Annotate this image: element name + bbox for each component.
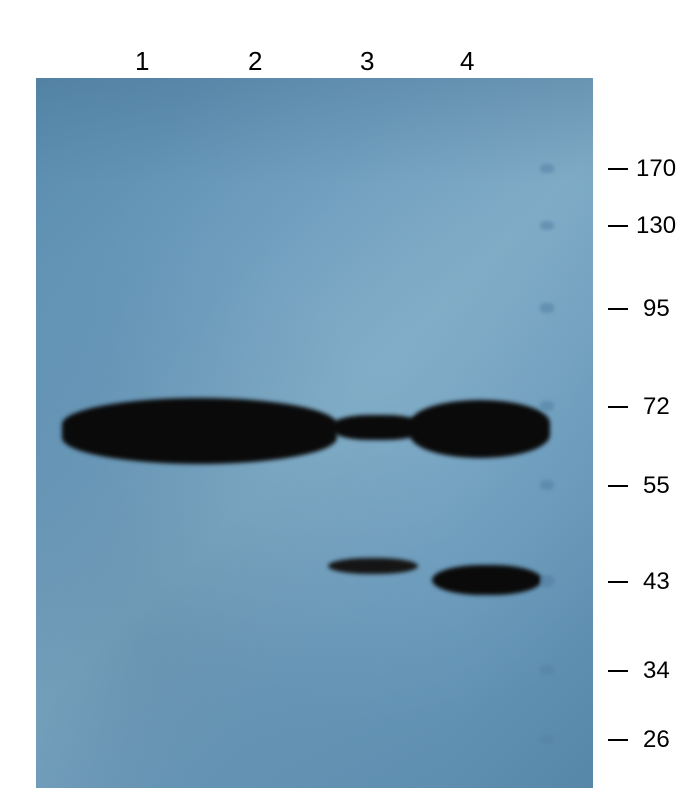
ladder-marker-7 — [540, 735, 554, 744]
mw-tick-26 — [608, 739, 628, 741]
mw-label-170: 170 — [636, 155, 676, 183]
ladder-marker-1 — [540, 221, 554, 230]
mw-label-43: 43 — [643, 568, 670, 596]
blot-membrane — [36, 78, 593, 788]
lane-label-2: 2 — [248, 46, 262, 77]
mw-tick-55 — [608, 485, 628, 487]
band-lane-4-mw-65 — [410, 400, 550, 458]
ladder-marker-5 — [540, 575, 554, 587]
band-lane-3-mw-44 — [328, 558, 418, 574]
mw-label-130: 130 — [636, 212, 676, 240]
mw-tick-34 — [608, 670, 628, 672]
mw-tick-170 — [608, 168, 628, 170]
mw-label-55: 55 — [643, 472, 670, 500]
mw-label-34: 34 — [643, 657, 670, 685]
ladder-marker-3 — [540, 401, 554, 411]
ladder-marker-4 — [540, 480, 554, 490]
mw-tick-130 — [608, 225, 628, 227]
band-lane-1-2-merged-mw-65 — [62, 398, 337, 464]
mw-tick-72 — [608, 406, 628, 408]
band-lane-4-mw-43 — [432, 565, 542, 595]
ladder-marker-2 — [540, 303, 554, 313]
mw-label-26: 26 — [643, 726, 670, 754]
lane-label-4: 4 — [460, 46, 474, 77]
mw-tick-95 — [608, 308, 628, 310]
ladder-marker-0 — [540, 164, 554, 173]
mw-label-72: 72 — [643, 393, 670, 421]
ladder-marker-6 — [540, 665, 554, 675]
mw-tick-43 — [608, 581, 628, 583]
mw-label-95: 95 — [643, 295, 670, 323]
lane-label-3: 3 — [360, 46, 374, 77]
lane-label-1: 1 — [135, 46, 149, 77]
